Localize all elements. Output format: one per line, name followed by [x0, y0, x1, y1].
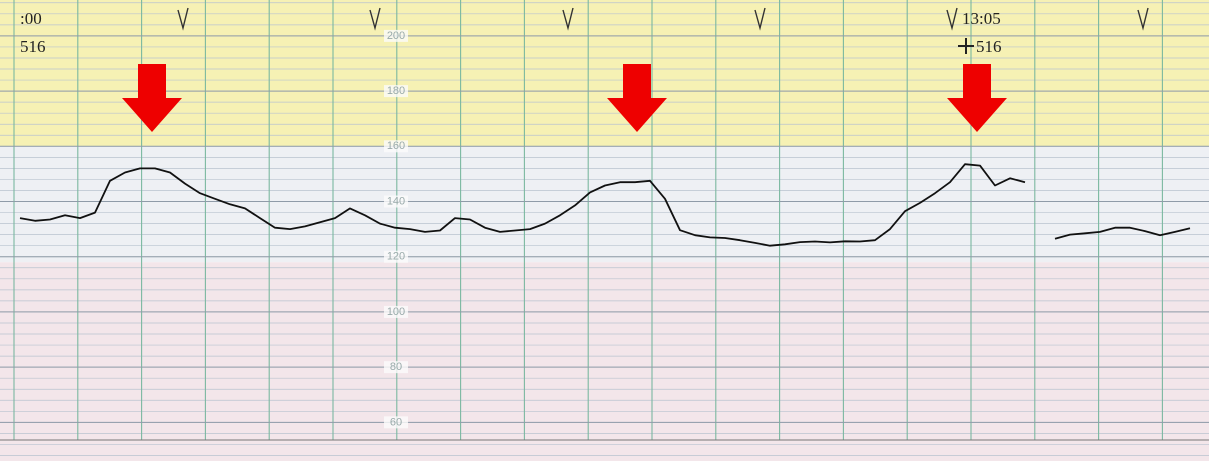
y-tick-label: 120	[387, 251, 405, 263]
event-marks	[177, 7, 1149, 31]
y-tick-label: 140	[387, 195, 405, 207]
tick-label-bg	[384, 416, 408, 429]
y-tick-label: 80	[390, 361, 402, 373]
tick-label-bg	[384, 250, 408, 263]
y-tick-label: 160	[387, 140, 405, 152]
arrow	[947, 64, 1007, 132]
id-label: 516	[976, 37, 1002, 56]
tick-label-bg	[384, 195, 408, 208]
zone-band	[0, 146, 1209, 263]
tick-label-bg	[384, 140, 408, 153]
y-tick-label: 200	[387, 30, 405, 42]
id-label: 516	[20, 37, 46, 56]
event-mark	[1137, 7, 1149, 31]
tick-label-bg	[384, 85, 408, 98]
event-mark	[946, 7, 958, 31]
arrow	[607, 64, 667, 132]
trace	[19, 163, 1191, 247]
event-mark	[369, 7, 381, 31]
y-tick-label: 180	[387, 85, 405, 97]
event-mark	[754, 7, 766, 31]
tick-label-bg	[384, 29, 408, 42]
event-mark	[177, 7, 189, 31]
fhr-trace	[1054, 226, 1191, 240]
y-tick-label: 100	[387, 306, 405, 318]
cross-symbol	[958, 38, 974, 54]
tick-label-bg	[384, 361, 408, 374]
fhr-trace	[19, 163, 1026, 247]
arrow	[122, 64, 182, 132]
tick-label-bg	[384, 305, 408, 318]
arrows	[122, 64, 1007, 132]
event-mark	[562, 7, 574, 31]
y-ticks: 60 80 100 120 140 160 180 200	[384, 30, 408, 429]
y-tick-label: 60	[390, 416, 402, 428]
zone-band	[0, 0, 1209, 147]
zone-band	[0, 262, 1209, 461]
time-label: 13:05	[962, 9, 1001, 28]
time-label: :00	[20, 9, 42, 28]
